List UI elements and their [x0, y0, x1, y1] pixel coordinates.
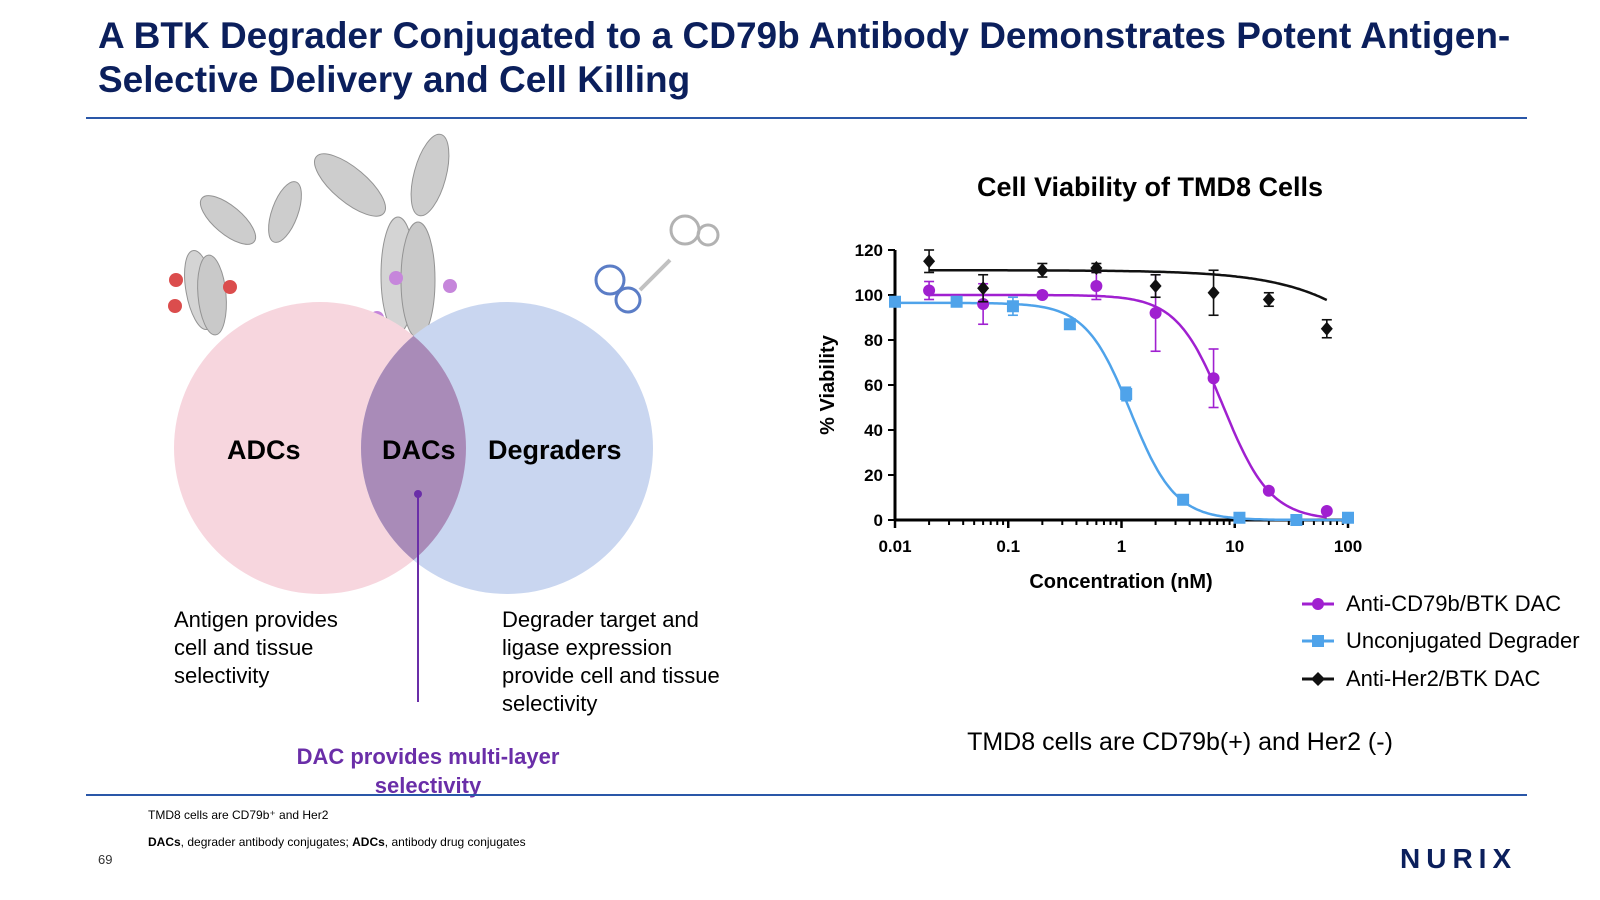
- header-divider: [86, 117, 1527, 119]
- data-point: [1149, 279, 1162, 293]
- y-axis-label: % Viability: [817, 334, 839, 435]
- dac-callout: DAC provides multi-layer selectivity: [296, 744, 560, 798]
- nurix-logo: NURIX: [1400, 843, 1518, 874]
- data-point: [1320, 321, 1333, 336]
- chart-title: Cell Viability of TMD8 Cells: [976, 172, 1324, 202]
- legend-item-her2: Anti-Her2/BTK DAC: [1300, 664, 1540, 694]
- data-point: [1342, 511, 1354, 524]
- data-point: [1036, 263, 1049, 278]
- data-point: [1120, 388, 1133, 400]
- venn-label-adcs: ADCs: [227, 435, 301, 465]
- data-point: [1233, 511, 1246, 524]
- footnote-1: TMD8 cells are CD79b⁺ and Her2: [148, 808, 329, 822]
- y-tick-label: 120: [855, 241, 883, 260]
- adc-description: Antigen provides cell and tissue selecti…: [174, 607, 338, 688]
- slide-title: A BTK Degrader Conjugated to a CD79b Ant…: [98, 15, 1511, 100]
- legend-label-her2: Anti-Her2/BTK DAC: [1346, 666, 1541, 691]
- data-point: [1177, 493, 1190, 506]
- data-point: [1006, 300, 1019, 313]
- x-tick-label: 0.01: [878, 537, 911, 556]
- data-point: [1090, 280, 1103, 292]
- venn-label-dacs: DACs: [382, 435, 456, 465]
- antibody-illustration-center: [314, 133, 457, 339]
- data-point: [1207, 285, 1220, 300]
- viability-chart: 0 20 40 60 80 100 120 0.01 0.1 1 10 100 % Viability…: [817, 241, 1362, 593]
- degrader-description: Degrader target and ligase expression pr…: [502, 607, 720, 716]
- fit-curve-2: [929, 269, 1328, 302]
- chart-note: TMD8 cells are CD79b(+) and Her2 (-): [967, 728, 1393, 756]
- venn-label-degraders: Degraders: [488, 435, 622, 465]
- x-tick-label: 1: [1117, 537, 1126, 556]
- legend-label-cd79b: Anti-CD79b/BTK DAC: [1346, 591, 1562, 616]
- legend-item-unconjugated: Unconjugated Degrader: [1300, 626, 1580, 656]
- fit-curve-0: [929, 293, 1327, 519]
- footer-divider: [86, 794, 1527, 796]
- y-tick-label: 60: [864, 376, 883, 395]
- x-axis-label: Concentration (nM): [1029, 571, 1212, 593]
- x-tick-label: 0.1: [996, 537, 1020, 556]
- y-tick-label: 20: [864, 466, 883, 485]
- data-points: [889, 249, 1354, 526]
- y-tick-label: 80: [864, 331, 883, 350]
- page-number: 69: [98, 852, 113, 867]
- data-point: [1063, 318, 1076, 331]
- x-tick-label: 10: [1225, 537, 1244, 556]
- data-point: [1149, 307, 1162, 319]
- footnote-2: DACs, degrader antibody conjugates; ADCs…: [148, 835, 526, 849]
- legend-item-cd79b: Anti-CD79b/BTK DAC: [1300, 589, 1561, 619]
- fit-curve-1: [895, 301, 1348, 522]
- y-tick-label: 0: [874, 511, 883, 530]
- data-point: [1262, 292, 1275, 307]
- data-point: [923, 284, 936, 297]
- data-point: [1262, 484, 1275, 497]
- data-point: [977, 281, 990, 296]
- degrader-molecule-illustration: [594, 214, 720, 314]
- data-point: [1036, 289, 1049, 301]
- data-point: [1290, 514, 1303, 526]
- data-point: [889, 295, 901, 308]
- data-point: [1207, 372, 1220, 385]
- antibody-illustration-left: [168, 181, 302, 336]
- x-tick-label: 100: [1334, 537, 1362, 556]
- data-point: [1090, 261, 1103, 275]
- dac-overlap: [361, 302, 466, 594]
- venn-diagram: [168, 133, 720, 702]
- legend-label-unconjugated: Unconjugated Degrader: [1346, 628, 1580, 653]
- data-point: [923, 254, 936, 269]
- data-point: [1320, 505, 1333, 517]
- y-tick-label: 40: [864, 421, 883, 440]
- y-tick-label: 100: [855, 286, 883, 305]
- data-point: [950, 295, 963, 308]
